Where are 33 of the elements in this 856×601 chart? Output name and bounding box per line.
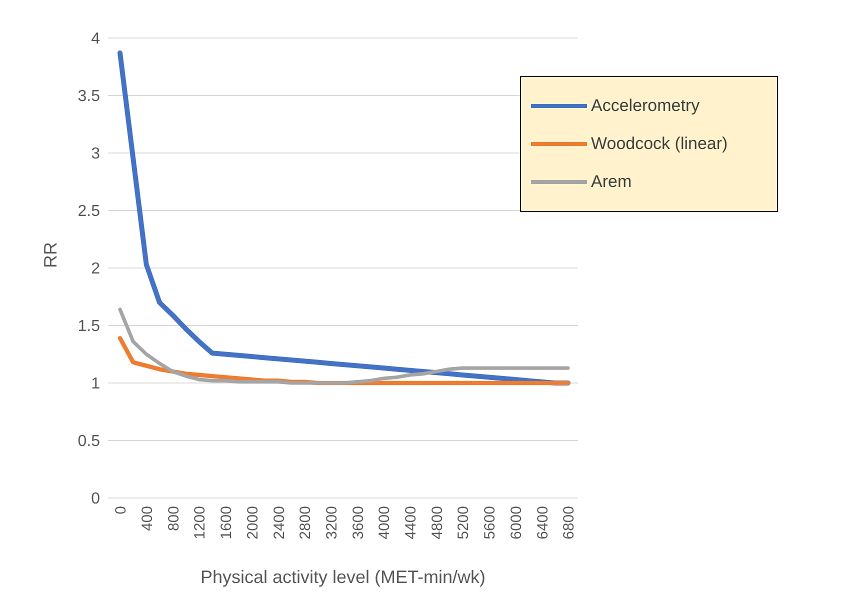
- x-tick-label: 1200: [192, 506, 209, 540]
- y-tick-label: 3.5: [78, 88, 100, 106]
- y-tick-label: 0: [91, 490, 100, 508]
- x-tick-label: 6000: [508, 506, 525, 540]
- y-tick-label: 1.5: [78, 318, 100, 336]
- legend-label: Accelerometry: [591, 96, 700, 116]
- x-tick-label: 4000: [376, 506, 394, 540]
- y-tick-label: 3: [91, 146, 100, 163]
- line-series: [118, 308, 570, 385]
- y-tick-label: 1: [91, 376, 100, 393]
- x-tick-label: 3600: [350, 506, 367, 540]
- legend-label: Woodcock (linear): [591, 134, 728, 154]
- y-tick-label: 4: [91, 30, 100, 48]
- y-tick-label: 2: [91, 260, 100, 278]
- x-tick-label: 4800: [428, 506, 446, 540]
- x-tick-label: 2400: [270, 506, 288, 540]
- x-tick-label: 3200: [323, 506, 340, 540]
- y-tick-label: 2.5: [78, 203, 100, 220]
- x-tick-label: 6400: [534, 506, 552, 540]
- x-tick-label: 4400: [402, 506, 420, 540]
- x-tick-label: 2000: [244, 506, 262, 540]
- x-tick-label: 800: [165, 506, 182, 532]
- y-axis-title: RR: [40, 242, 60, 268]
- x-tick-label: 5600: [482, 506, 499, 540]
- x-tick-label: 400: [139, 506, 156, 532]
- legend-label: Arem: [591, 172, 632, 192]
- x-tick-label: 2800: [297, 506, 314, 540]
- x-tick-label: 1600: [218, 506, 236, 540]
- x-tick-label: 0: [112, 506, 130, 514]
- y-tick-label: 0.5: [78, 433, 100, 450]
- x-tick-label: 5200: [455, 506, 472, 540]
- x-axis-title: Physical activity level (MET-min/wk): [200, 567, 486, 587]
- x-tick-label: 6800: [560, 506, 578, 540]
